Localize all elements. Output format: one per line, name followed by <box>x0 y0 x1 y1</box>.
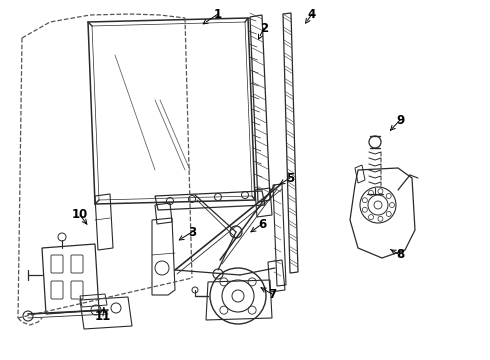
Text: 8: 8 <box>396 248 404 261</box>
Text: 9: 9 <box>396 113 404 126</box>
Text: 10: 10 <box>72 208 88 221</box>
Text: 2: 2 <box>260 22 268 35</box>
Text: 1: 1 <box>214 8 222 21</box>
Text: 4: 4 <box>308 8 316 21</box>
Text: 3: 3 <box>188 225 196 238</box>
Text: 5: 5 <box>286 171 294 184</box>
Text: 6: 6 <box>258 217 266 230</box>
Text: 11: 11 <box>95 310 111 323</box>
Text: 7: 7 <box>268 288 276 301</box>
